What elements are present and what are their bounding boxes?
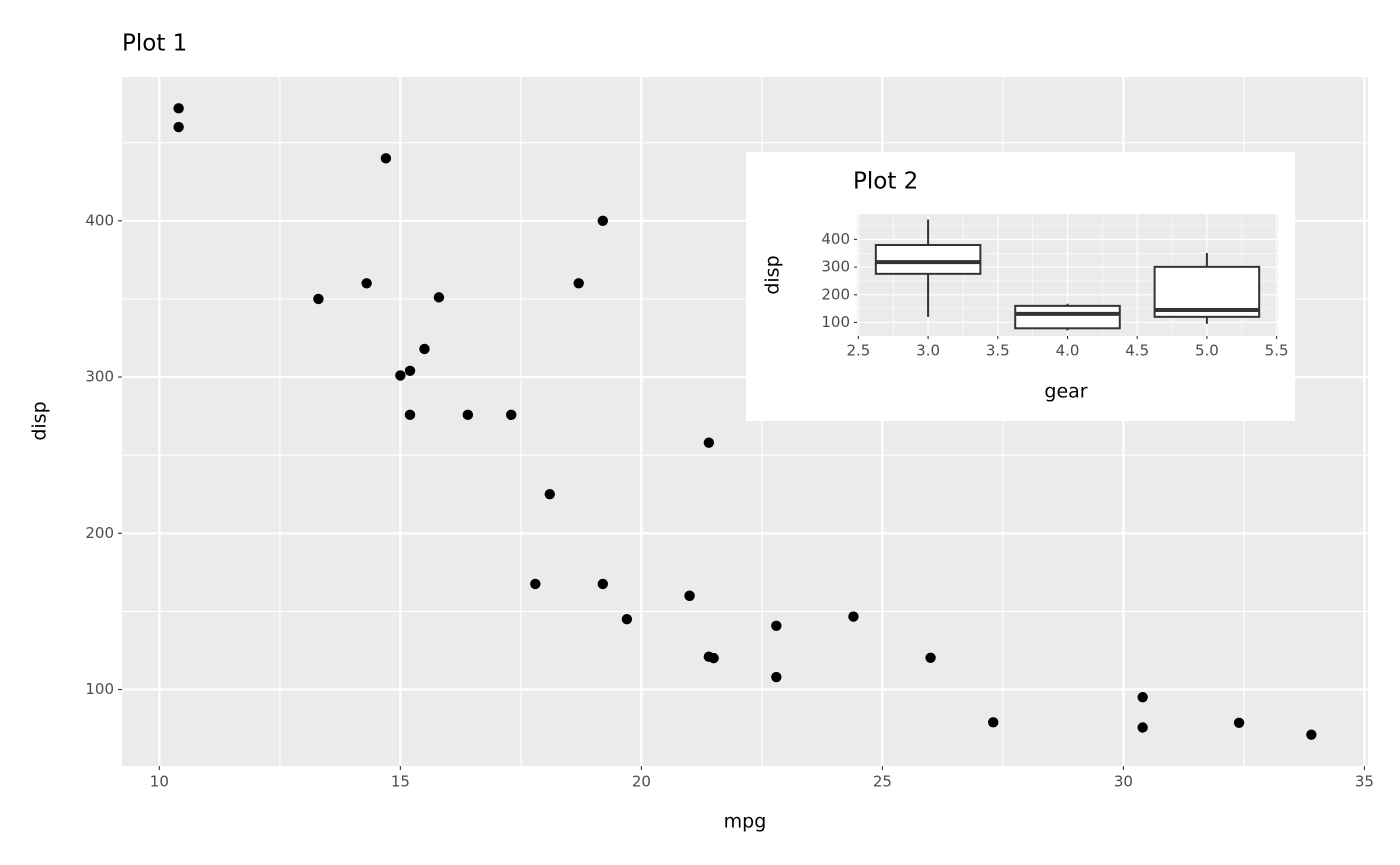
point xyxy=(173,103,184,114)
chart-title: Plot 1 xyxy=(122,31,187,57)
y-axis-title: disp xyxy=(762,255,784,294)
y-tick-label: 100 xyxy=(821,313,850,331)
x-tick-label: 10 xyxy=(150,773,169,791)
y-tick-label: 400 xyxy=(85,211,114,229)
box xyxy=(1014,304,1121,330)
point xyxy=(703,651,715,662)
point xyxy=(573,278,584,289)
y-tick-label: 300 xyxy=(821,258,850,276)
box xyxy=(874,243,982,275)
point xyxy=(684,590,695,601)
x-tick-label: 35 xyxy=(1355,773,1374,791)
point xyxy=(771,671,782,683)
point xyxy=(173,121,184,133)
point xyxy=(771,620,782,631)
point xyxy=(1306,729,1317,740)
point xyxy=(462,409,474,421)
point xyxy=(597,578,609,590)
chart-title: Plot 2 xyxy=(853,169,918,195)
point xyxy=(597,215,609,227)
point xyxy=(404,365,416,377)
y-tick-label: 200 xyxy=(85,524,114,542)
point xyxy=(925,652,936,664)
point xyxy=(395,370,406,381)
point xyxy=(988,717,999,728)
x-tick-label: 15 xyxy=(391,773,410,791)
x-tick-label: 2.5 xyxy=(846,342,870,360)
point xyxy=(404,409,416,421)
x-tick-label: 20 xyxy=(632,773,651,791)
y-tick-label: 100 xyxy=(85,680,114,698)
y-tick-label: 200 xyxy=(821,285,850,303)
x-tick-label: 30 xyxy=(1114,773,1133,791)
y-axis-title: disp xyxy=(29,401,51,440)
point xyxy=(621,614,633,625)
y-tick-label: 400 xyxy=(821,230,850,248)
point xyxy=(361,278,372,289)
point xyxy=(530,578,541,590)
point xyxy=(380,153,392,164)
x-tick-label: 5.0 xyxy=(1195,342,1219,360)
x-axis-title: mpg xyxy=(724,811,767,833)
point xyxy=(848,611,859,622)
x-tick-label: 25 xyxy=(873,773,892,791)
point xyxy=(1137,722,1148,733)
x-tick-label: 4.0 xyxy=(1056,342,1080,360)
point xyxy=(313,293,324,305)
x-tick-label: 3.0 xyxy=(916,342,940,360)
point xyxy=(506,409,517,421)
x-tick-label: 4.5 xyxy=(1125,342,1149,360)
point xyxy=(433,292,445,303)
point xyxy=(1233,717,1245,729)
point xyxy=(419,343,430,355)
x-axis-title: gear xyxy=(1044,381,1087,403)
x-tick-label: 5.5 xyxy=(1265,342,1289,360)
y-tick-label: 300 xyxy=(85,368,114,386)
point xyxy=(544,489,555,500)
x-tick-label: 3.5 xyxy=(986,342,1010,360)
point xyxy=(1137,691,1148,703)
point xyxy=(703,437,715,448)
